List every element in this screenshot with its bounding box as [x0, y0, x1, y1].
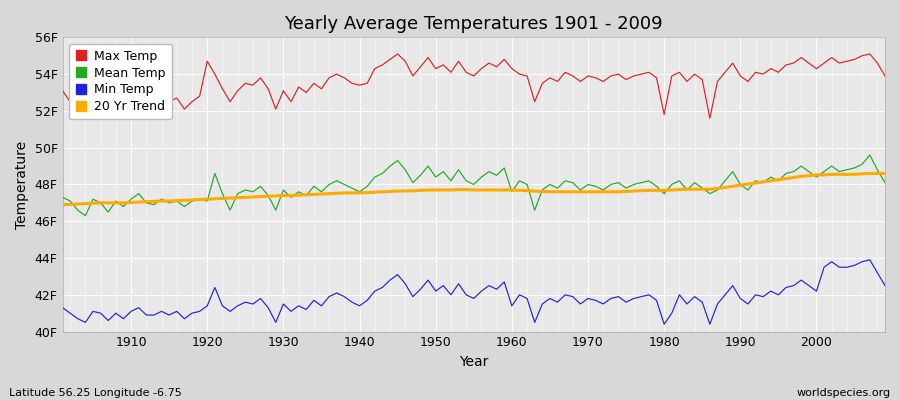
- Y-axis label: Temperature: Temperature: [15, 140, 29, 228]
- Text: worldspecies.org: worldspecies.org: [796, 388, 891, 398]
- Legend: Max Temp, Mean Temp, Min Temp, 20 Yr Trend: Max Temp, Mean Temp, Min Temp, 20 Yr Tre…: [68, 44, 172, 119]
- X-axis label: Year: Year: [459, 355, 489, 369]
- Text: Latitude 56.25 Longitude -6.75: Latitude 56.25 Longitude -6.75: [9, 388, 182, 398]
- Title: Yearly Average Temperatures 1901 - 2009: Yearly Average Temperatures 1901 - 2009: [284, 15, 663, 33]
